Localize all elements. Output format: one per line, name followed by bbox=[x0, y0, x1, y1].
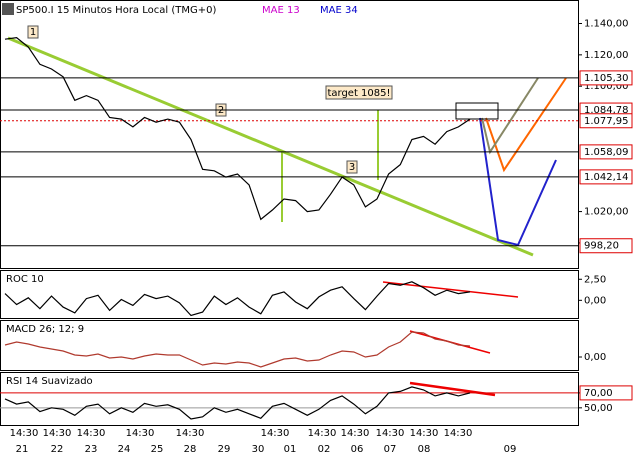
y-tick-label: 1.020,00 bbox=[584, 207, 629, 218]
x-tick-label: 08 bbox=[418, 444, 431, 455]
icon[interactable] bbox=[2, 3, 14, 15]
price-line bbox=[4, 36, 471, 221]
y-tick-label: 1.140,00 bbox=[584, 19, 629, 30]
panel-label: RSI 14 Suavizado bbox=[6, 376, 93, 387]
x-tick-label: 14:30 bbox=[43, 428, 72, 439]
indicator-label[interactable]: MAE 34 bbox=[320, 5, 358, 16]
y-tick-label: 1.077,95 bbox=[584, 116, 629, 127]
annotation: 1 bbox=[30, 27, 36, 38]
axis-label-box bbox=[579, 385, 633, 401]
y-tick-label: 1.058,09 bbox=[584, 147, 629, 158]
y-tick-label: 1.042,14 bbox=[584, 172, 629, 183]
indicator-line bbox=[4, 386, 471, 420]
x-tick-label: 30 bbox=[252, 444, 265, 455]
x-tick-label: 22 bbox=[51, 444, 64, 455]
x-tick-label: 29 bbox=[218, 444, 231, 455]
drawings bbox=[7, 36, 567, 397]
panel-label: ROC 10 bbox=[6, 274, 44, 285]
x-tick-label: 25 bbox=[151, 444, 164, 455]
x-tick-label: 14:30 bbox=[126, 428, 155, 439]
x-tick-label: 21 bbox=[16, 444, 29, 455]
indicator-line bbox=[4, 281, 471, 317]
x-tick-label: 14:30 bbox=[341, 428, 370, 439]
x-tick-label: 06 bbox=[351, 444, 364, 455]
chart-title: SP500.I 15 Minutos Hora Local (TMG+0) bbox=[16, 5, 216, 16]
y-tick-label: 0,00 bbox=[584, 352, 606, 363]
x-tick-label: 02 bbox=[318, 444, 331, 455]
frames bbox=[0, 0, 579, 426]
x-tick-label: 24 bbox=[118, 444, 131, 455]
indicator-label[interactable]: MAE 13 bbox=[262, 5, 300, 16]
y-tick-label: 998,20 bbox=[584, 241, 619, 252]
x-tick-label: 14:30 bbox=[444, 428, 473, 439]
x-tick-label: 14:30 bbox=[10, 428, 39, 439]
x-tick-label: 14:30 bbox=[261, 428, 290, 439]
x-tick-label: 28 bbox=[184, 444, 197, 455]
axis-label-box bbox=[579, 70, 633, 86]
x-tick-label: 14:30 bbox=[176, 428, 205, 439]
x-tick-label: 07 bbox=[384, 444, 397, 455]
x-tick-label: 23 bbox=[85, 444, 98, 455]
y-tick-label: 1.100,00 bbox=[584, 81, 629, 92]
axis-label-box bbox=[579, 169, 633, 185]
y-tick-label: 1.120,00 bbox=[584, 50, 629, 61]
axis-label-box bbox=[579, 113, 633, 129]
axis-label-box bbox=[579, 238, 633, 254]
y-tick-label: 2,50 bbox=[584, 274, 606, 285]
axis-label-box bbox=[579, 144, 633, 160]
panel-label: MACD 26; 12; 9 bbox=[6, 324, 84, 335]
y-tick-label: 70,00 bbox=[584, 388, 613, 399]
y-tick-label: 0,00 bbox=[584, 295, 606, 306]
x-tick-label: 14:30 bbox=[376, 428, 405, 439]
x-tick-label: 14:30 bbox=[410, 428, 439, 439]
y-tick-label: 1.084,78 bbox=[584, 105, 629, 116]
x-tick-label: 14:30 bbox=[77, 428, 106, 439]
indicator-line bbox=[4, 331, 471, 368]
y-tick-label: 50,00 bbox=[584, 403, 613, 414]
x-tick-label: 14:30 bbox=[308, 428, 337, 439]
annotation: 3 bbox=[349, 162, 355, 173]
annotation: target 1085! bbox=[327, 88, 390, 99]
x-tick-label: 09 bbox=[504, 444, 517, 455]
y-tick-label: 1.105,30 bbox=[584, 73, 629, 84]
x-tick-label: 01 bbox=[284, 444, 297, 455]
